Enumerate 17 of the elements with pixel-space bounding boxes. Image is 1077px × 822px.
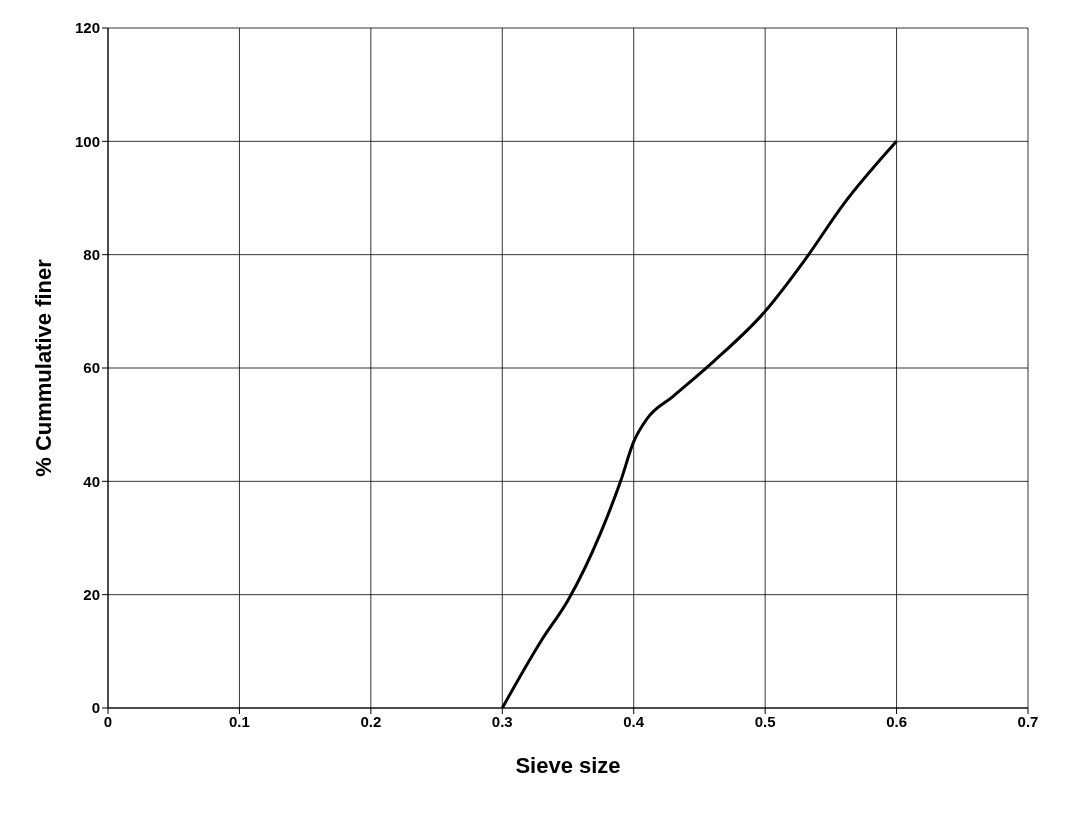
y-tick-label: 0 <box>91 699 100 717</box>
x-tick-label: 0.6 <box>886 712 907 730</box>
y-axis-title: % Cummulative finer <box>30 258 56 477</box>
y-tick-label: 60 <box>83 359 100 377</box>
y-tick-label: 20 <box>83 585 100 603</box>
x-axis-title: Sieve size <box>515 753 621 778</box>
x-tick-label: 0.4 <box>623 712 645 730</box>
y-tick-label: 80 <box>83 245 100 263</box>
x-tick-label: 0.2 <box>360 712 382 730</box>
x-tick-label: 0.1 <box>229 712 250 730</box>
y-tick-label: 40 <box>83 472 100 490</box>
y-tick-label: 120 <box>74 19 100 37</box>
x-tick-label: 0.3 <box>491 712 513 730</box>
x-tick-label: 0.5 <box>754 712 776 730</box>
x-tick-label: 0 <box>103 712 113 730</box>
y-tick-label: 100 <box>74 132 100 150</box>
x-tick-label: 0.7 <box>1017 712 1039 730</box>
